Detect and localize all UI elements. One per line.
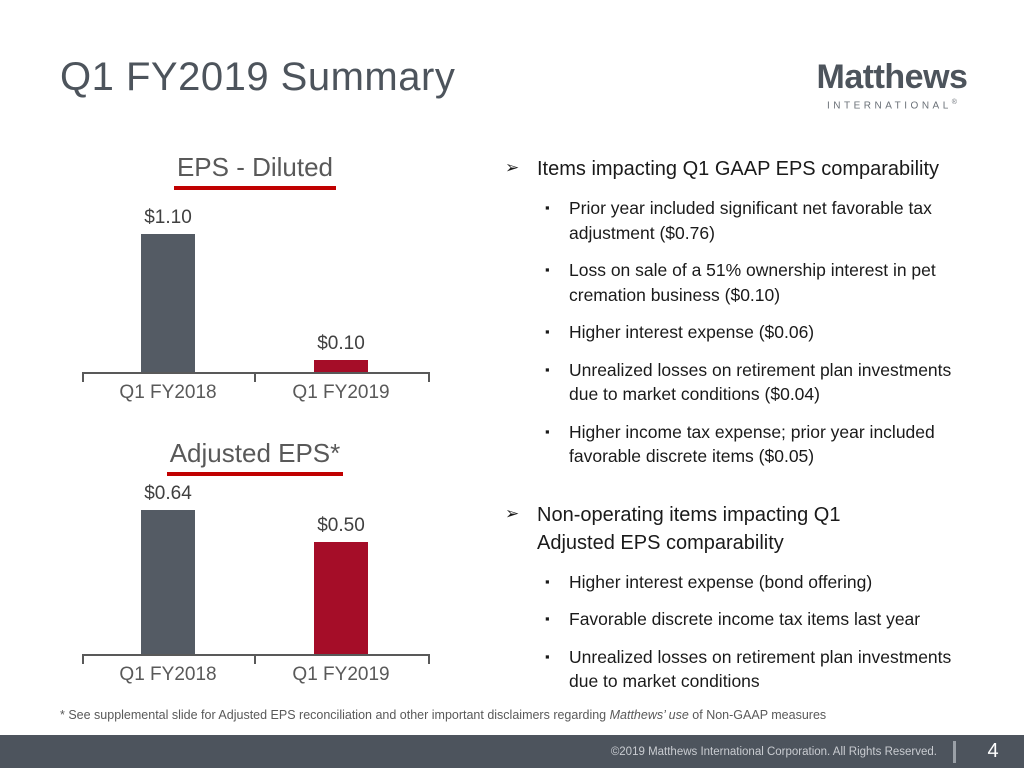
footer-bar: ©2019 Matthews International Corporation… [0,735,1024,768]
axis-tick [82,373,84,383]
data-label: $0.10 [317,332,365,354]
square-bullet-icon: ▪ [545,573,550,589]
bullet-group-gaap: ➢ Items impacting Q1 GAAP EPS comparabil… [505,155,1010,469]
bullet-group-adjusted: ➢ Non-operating items impacting Q1 Adjus… [505,501,1010,694]
list-item: ▪ Unrealized losses on retirement plan i… [545,359,952,405]
data-label: $0.64 [144,483,192,505]
list-item: ▪ Higher interest expense ($0.06) [545,322,815,342]
axis-tick [254,655,256,665]
logo-subtitle: INTERNATIONAL® [827,98,957,112]
eps-diluted-plot: $1.10 $0.10 [60,202,450,383]
bar-q1fy2019: $0.10 [314,333,368,373]
chart-title-adjusted-eps: Adjusted EPS* [166,438,344,477]
arrow-bullet-icon: ➢ [505,158,520,177]
bullets-column: ➢ Items impacting Q1 GAAP EPS comparabil… [505,155,1010,694]
page-title: Q1 FY2019 Summary [60,55,456,99]
data-label: $1.10 [144,206,192,228]
category-label: Q1 FY2018 [119,664,217,686]
square-bullet-icon: ▪ [545,423,550,439]
square-bullet-icon: ▪ [545,324,550,339]
bar-red [314,541,368,655]
arrow-bullet-icon: ➢ [505,503,520,523]
list-item: ▪ Higher income tax expense; prior year … [545,421,935,467]
x-axis [82,654,430,657]
copyright-text: ©2019 Matthews International Corporation… [610,745,937,758]
category-label: Q1 FY2019 [292,382,390,404]
list-item: ▪ Prior year included significant net fa… [545,198,932,243]
footer-divider [953,740,956,763]
list-item: ▪ Unrealized losses on retirement plan i… [545,646,952,692]
bullet-heading: Non-operating items impacting Q1 Adjuste… [537,503,841,554]
axis-tick [428,655,430,665]
bar-q1fy2019: $0.50 [314,515,368,655]
x-axis [82,372,430,375]
page-number: 4 [987,740,999,762]
bar-gray [141,510,195,655]
square-bullet-icon: ▪ [545,361,550,377]
square-bullet-icon: ▪ [545,200,550,215]
category-label: Q1 FY2019 [292,664,390,686]
bullet-heading: Items impacting Q1 GAAP EPS comparabilit… [537,158,940,180]
charts-column: EPS - Diluted $1.10 $0.10 Q1 FY2018 Q1 F… [60,152,450,690]
axis-tick [254,373,256,383]
bar-gray [141,233,195,373]
adjusted-eps-chart: Adjusted EPS* $0.64 $0.50 Q1 FY2018 Q1 F… [60,438,450,690]
list-item: ▪ Favorable discrete income tax items la… [545,609,921,629]
matthews-logo: Matthews INTERNATIONAL® [812,58,972,112]
list-item: ▪ Loss on sale of a 51% ownership intere… [545,260,936,305]
square-bullet-icon: ▪ [545,611,550,626]
eps-diluted-chart: EPS - Diluted $1.10 $0.10 Q1 FY2018 Q1 F… [60,152,450,408]
data-label: $0.50 [317,514,365,536]
category-label: Q1 FY2018 [119,382,217,404]
square-bullet-icon: ▪ [545,648,550,664]
bar-q1fy2018: $0.64 [141,483,195,655]
bar-red [314,359,368,373]
axis-tick [82,655,84,665]
adjusted-eps-plot: $0.64 $0.50 [60,483,450,665]
square-bullet-icon: ▪ [545,262,550,277]
chart-title-eps-diluted: EPS - Diluted [173,152,337,191]
axis-tick [428,373,430,383]
registered-trademark-icon: ® [951,98,957,106]
logo-brand-text: Matthews [816,58,968,96]
list-item: ▪ Higher interest expense (bond offering… [545,571,873,592]
footnote: * See supplemental slide for Adjusted EP… [60,708,827,722]
bar-q1fy2018: $1.10 [141,207,195,373]
